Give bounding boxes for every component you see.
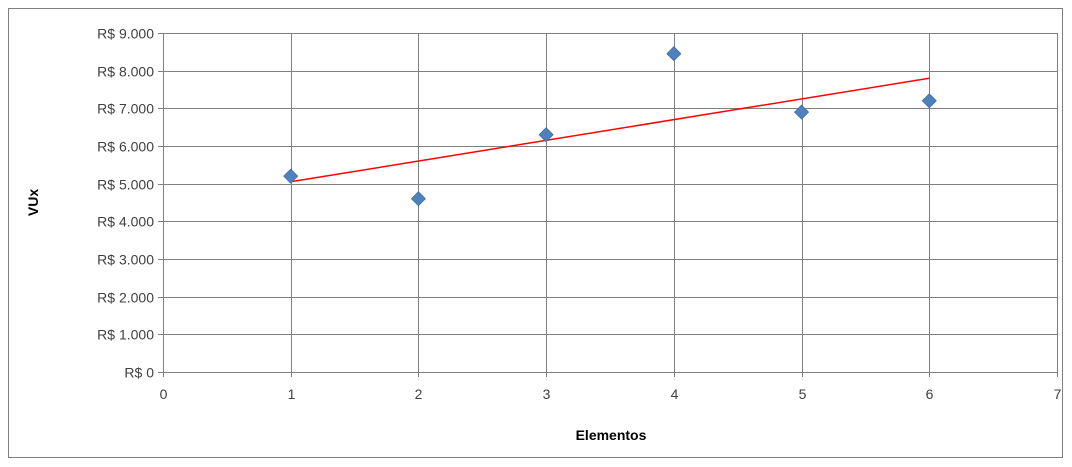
points-layer <box>283 46 937 207</box>
y-tick-label: R$ 1.000 <box>97 327 154 343</box>
x-tick-label: 3 <box>543 386 551 402</box>
y-tick-label: R$ 7.000 <box>97 101 154 117</box>
data-point <box>538 127 554 143</box>
y-tick-label: R$ 6.000 <box>97 139 154 155</box>
y-tick-labels: R$ 0 R$ 1.000 R$ 2.000 R$ 3.000 R$ 4.000 R$ 5… <box>97 26 154 381</box>
y-tick-label: R$ 4.000 <box>97 214 154 230</box>
y-tick-label: R$ 0 <box>124 365 154 381</box>
x-axis-title: Elementos <box>576 427 647 443</box>
x-tick-label: 7 <box>1054 386 1062 402</box>
y-tick-label: R$ 9.000 <box>97 26 154 42</box>
x-tick-label: 2 <box>415 386 423 402</box>
y-tick-label: R$ 3.000 <box>97 252 154 268</box>
trendline-layer <box>290 77 930 183</box>
data-point <box>283 168 299 184</box>
data-point <box>921 93 937 109</box>
x-tick-label: 0 <box>160 386 168 402</box>
data-point <box>666 46 682 62</box>
data-point <box>794 104 810 120</box>
axes <box>158 33 1058 377</box>
x-tick-labels: 0 1 2 3 4 5 6 7 <box>160 386 1062 402</box>
y-tick-label: R$ 5.000 <box>97 177 154 193</box>
x-tick-label: 6 <box>926 386 934 402</box>
chart-frame <box>8 8 1063 458</box>
data-point <box>410 191 426 207</box>
y-tick-label: R$ 2.000 <box>97 290 154 306</box>
x-tick-label: 4 <box>671 386 679 402</box>
grid <box>163 33 1058 372</box>
trendline <box>290 77 930 183</box>
y-tick-label: R$ 8.000 <box>97 64 154 80</box>
x-tick-label: 5 <box>799 386 807 402</box>
x-tick-label: 1 <box>288 386 296 402</box>
y-axis-title: VUx <box>25 189 41 216</box>
